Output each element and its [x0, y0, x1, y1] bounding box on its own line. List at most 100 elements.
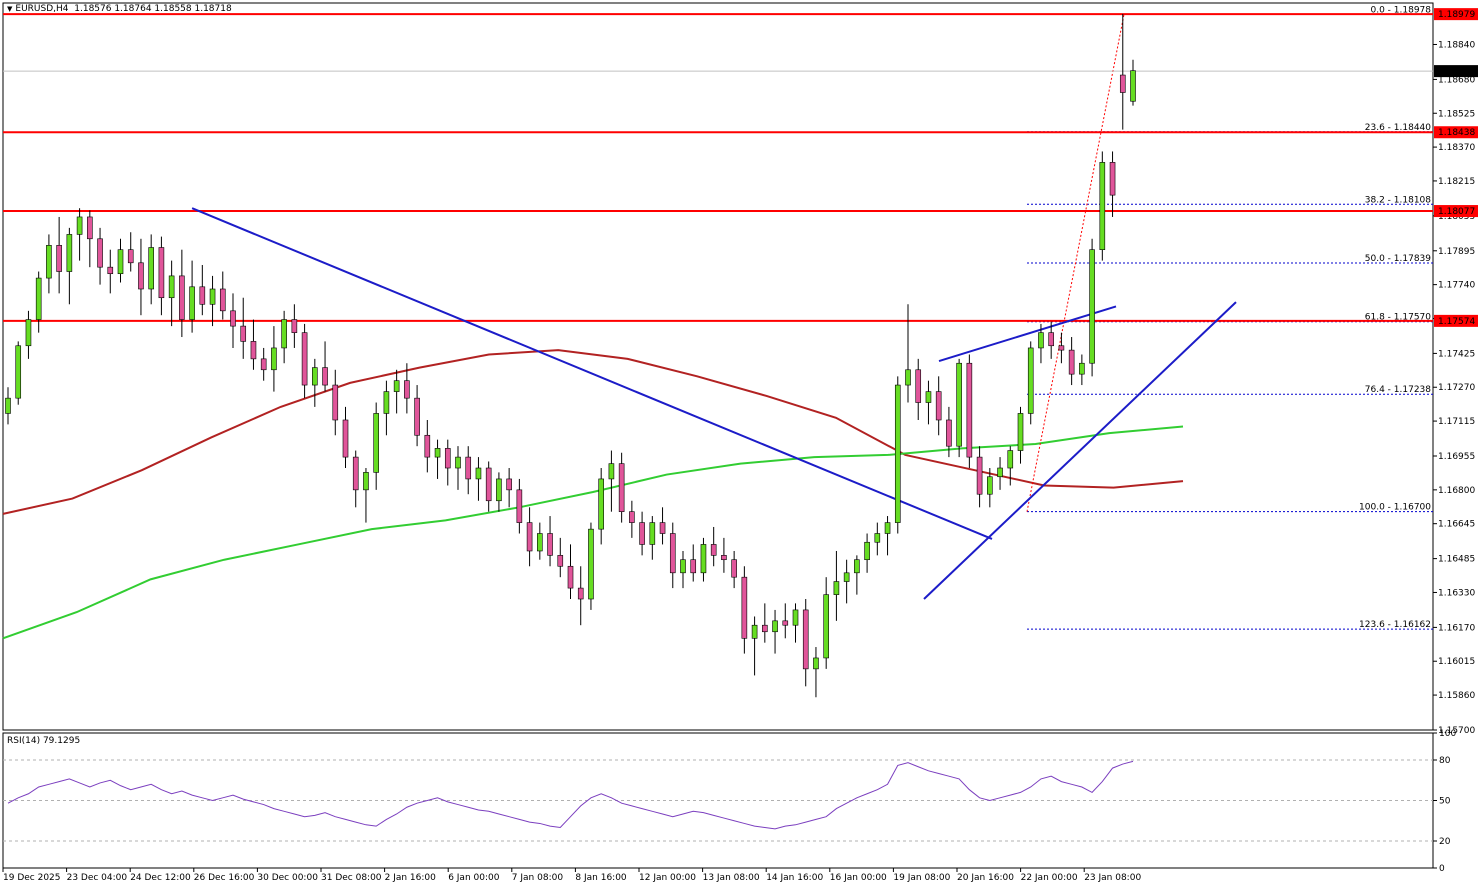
candle-bull [1007, 450, 1014, 469]
level-price-badge [1434, 314, 1478, 327]
ohlc-values: 1.18576 1.18764 1.18558 1.18718 [74, 4, 232, 14]
candle-bull [168, 275, 175, 299]
level-price-label: 1.18438 [1438, 128, 1475, 138]
candle-bear [516, 489, 523, 523]
candle-bull [148, 247, 154, 290]
candle-bear [526, 522, 533, 552]
fib-level-label: 38.2 - 1.18108 [1365, 195, 1431, 205]
candle-bull [894, 384, 901, 523]
fib-diagonal [1026, 14, 1125, 512]
candle-bear [762, 624, 768, 633]
candle-bull [189, 286, 195, 320]
candle-bear [424, 434, 431, 458]
fib-level-label: 123.6 - 1.16162 [1359, 620, 1431, 630]
candle-bull [35, 277, 42, 320]
candle-bear [127, 249, 134, 264]
candle-bear [342, 419, 349, 458]
candle-bear [639, 522, 645, 545]
level-price-badge [1434, 126, 1478, 139]
candle-bull [987, 476, 993, 495]
candle-bull [271, 347, 277, 371]
candle-bear [260, 358, 267, 371]
candle-bear [1119, 74, 1126, 93]
time-label: 31 Dec 08:00 [321, 873, 382, 883]
rsi-label: RSI(14) 79.1295 [7, 736, 81, 746]
candle-bear [659, 522, 666, 534]
time-label: 8 Jan 16:00 [575, 873, 627, 883]
candle-bull [25, 319, 32, 347]
candle-bull [475, 467, 482, 480]
candle-bear [567, 565, 574, 589]
fib-level-label: 61.8 - 1.17570 [1365, 313, 1431, 323]
time-label: 30 Dec 00:00 [257, 873, 318, 883]
rsi-line [7, 760, 1134, 830]
time-label: 22 Jan 00:00 [1021, 873, 1078, 883]
candle-bull [1079, 362, 1085, 375]
candle-bear [506, 478, 512, 491]
level-price-label: 1.17574 [1438, 317, 1475, 327]
candle-bull [1089, 249, 1095, 364]
candle-bull [1038, 332, 1044, 349]
candle-bear [976, 456, 983, 495]
candle-bull [281, 319, 287, 349]
candle-bull [905, 369, 911, 386]
price-tick-label: 1.17270 [1438, 383, 1475, 393]
collapse-triangle-icon[interactable]: ▼ [7, 5, 13, 13]
candle-bear [291, 319, 298, 333]
candle-bear [332, 384, 339, 421]
current-price-badge [1434, 65, 1478, 78]
candle-bear [97, 238, 103, 268]
fib-level-label: 23.6 - 1.18440 [1365, 123, 1431, 133]
price-tick-label: 1.16170 [1438, 623, 1475, 633]
trendline-support [923, 301, 1237, 600]
price-tick-label: 1.18215 [1438, 177, 1475, 187]
level-price-badge [1434, 205, 1478, 218]
candle-bull [925, 391, 932, 403]
time-label: 20 Jan 16:00 [957, 873, 1014, 883]
candle-bear [1048, 332, 1054, 347]
rsi-level-label: 100 [1439, 729, 1456, 739]
candle-bear [710, 544, 717, 556]
fib-level-label: 0.0 - 1.18978 [1371, 5, 1432, 15]
time-label: 13 Jan 08:00 [703, 873, 760, 883]
candle-bull [772, 620, 778, 633]
candle-bull [823, 594, 829, 659]
price-tick-label: 1.18680 [1438, 75, 1475, 85]
price-tick-label: 1.17425 [1438, 349, 1475, 359]
candle-bull [1130, 70, 1136, 102]
candle-bull [393, 380, 400, 392]
symbol-label: EURUSD,H4 [15, 4, 69, 14]
candle-bull [76, 216, 83, 235]
candle-bear [741, 576, 748, 639]
price-tick-label: 1.16955 [1438, 452, 1475, 462]
candle-bull [209, 288, 216, 305]
candle-bear [352, 456, 359, 491]
time-label: 12 Jan 00:00 [639, 873, 696, 883]
candle-bear [240, 325, 247, 342]
trendline-bearish [191, 207, 993, 540]
candle-bear [731, 559, 737, 578]
candle-bull [874, 533, 881, 543]
candle-bear [1058, 345, 1065, 351]
candle-bear [915, 369, 922, 403]
candle-bull [66, 234, 73, 272]
price-tick-label: 1.16485 [1438, 555, 1475, 565]
candle-bull [383, 391, 390, 414]
candle-bull [537, 533, 543, 552]
candle-bear [138, 262, 144, 290]
time-label: 19 Jan 08:00 [893, 873, 950, 883]
ma-red-line [2, 349, 1184, 515]
price-tick-label: 1.16645 [1438, 520, 1475, 530]
candle-bear [690, 559, 697, 574]
price-tick-label: 1.17740 [1438, 281, 1475, 291]
ma-green-line [2, 425, 1184, 640]
time-label: 6 Jan 00:00 [448, 873, 500, 883]
candle-bull [46, 245, 52, 279]
time-label: 19 Dec 2025 [3, 873, 61, 883]
time-label: 2 Jan 16:00 [385, 873, 437, 883]
candle-bear [721, 555, 727, 561]
candle-bear [1109, 162, 1116, 196]
candle-bull [1099, 162, 1106, 250]
time-label: 23 Dec 04:00 [67, 873, 128, 883]
candle-bear [250, 341, 257, 360]
